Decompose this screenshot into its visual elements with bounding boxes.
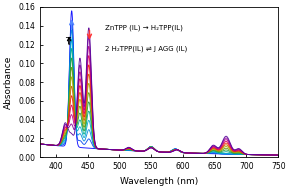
X-axis label: Wavelength (nm): Wavelength (nm) <box>120 177 198 186</box>
Text: T: T <box>65 36 70 46</box>
Text: 2 H₂TPP(IL) ⇌ J AGG (IL): 2 H₂TPP(IL) ⇌ J AGG (IL) <box>105 45 187 52</box>
Text: ZnTPP (IL) → H₂TPP(IL): ZnTPP (IL) → H₂TPP(IL) <box>105 24 183 31</box>
Y-axis label: Absorbance: Absorbance <box>3 55 12 109</box>
